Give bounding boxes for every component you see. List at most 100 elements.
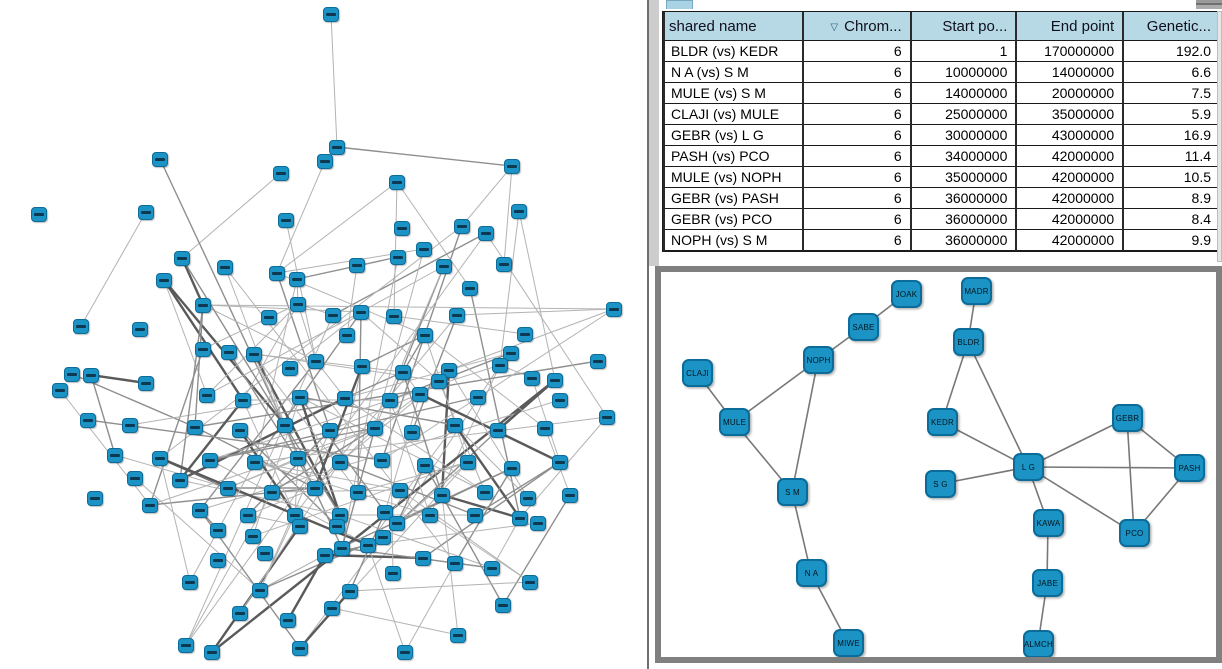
network-node[interactable]: [83, 368, 99, 383]
network-node[interactable]: [436, 259, 452, 274]
network-node[interactable]: [264, 485, 280, 500]
network-node[interactable]: [178, 638, 194, 653]
network-node[interactable]: [252, 583, 268, 598]
network-node[interactable]: [450, 628, 466, 643]
network-node[interactable]: [142, 498, 158, 513]
network-node[interactable]: [389, 516, 405, 531]
table-row[interactable]: NOPH (vs) S M 6 36000000 42000000 9.9: [665, 230, 1219, 251]
network-node[interactable]: [504, 159, 520, 174]
table-cell[interactable]: 5.9: [1124, 104, 1219, 125]
table-row[interactable]: MULE (vs) NOPH 6 35000000 42000000 10.5: [665, 167, 1219, 188]
table-cell[interactable]: 14000000: [1017, 62, 1123, 83]
network-node[interactable]: [182, 575, 198, 590]
network-node-l-g[interactable]: L G: [1013, 453, 1044, 481]
table-cell[interactable]: 35000000: [911, 167, 1016, 188]
network-node-gebr[interactable]: GEBR: [1112, 404, 1143, 432]
network-node[interactable]: [590, 354, 606, 369]
table-cell[interactable]: 11.4: [1124, 146, 1219, 167]
table-cell[interactable]: 42000000: [1017, 167, 1123, 188]
table-cell[interactable]: 42000000: [1017, 188, 1123, 209]
network-node[interactable]: [278, 213, 294, 228]
network-node[interactable]: [122, 418, 138, 433]
network-node[interactable]: [353, 305, 369, 320]
network-node[interactable]: [325, 308, 341, 323]
network-node[interactable]: [417, 328, 433, 343]
table-cell[interactable]: 9.9: [1124, 230, 1219, 251]
table-cell[interactable]: N A (vs) S M: [665, 62, 802, 83]
network-node[interactable]: [323, 7, 339, 22]
network-node[interactable]: [138, 205, 154, 220]
network-node[interactable]: [522, 575, 538, 590]
network-node[interactable]: [240, 508, 256, 523]
network-node[interactable]: [520, 491, 536, 506]
network-node[interactable]: [107, 448, 123, 463]
table-cell[interactable]: 10.5: [1124, 167, 1219, 188]
table-cell[interactable]: 6: [803, 188, 910, 209]
network-node[interactable]: [382, 393, 398, 408]
table-cell[interactable]: 30000000: [911, 125, 1016, 146]
panel-divider[interactable]: [647, 0, 649, 669]
table-cell[interactable]: 6: [803, 230, 910, 251]
network-node[interactable]: [342, 584, 358, 599]
network-node-pash[interactable]: PASH: [1174, 454, 1205, 482]
network-node[interactable]: [174, 251, 190, 266]
network-node[interactable]: [280, 613, 296, 628]
network-node[interactable]: [289, 272, 305, 287]
table-row[interactable]: PASH (vs) PCO 6 34000000 42000000 11.4: [665, 146, 1219, 167]
network-node[interactable]: [152, 152, 168, 167]
network-node[interactable]: [422, 508, 438, 523]
network-node-sabe[interactable]: SABE: [848, 313, 879, 341]
network-node[interactable]: [329, 519, 345, 534]
network-node-bldr[interactable]: BLDR: [953, 328, 984, 356]
network-node[interactable]: [454, 219, 470, 234]
network-node[interactable]: [324, 601, 340, 616]
network-node[interactable]: [245, 529, 261, 544]
table-cell[interactable]: 42000000: [1017, 230, 1123, 251]
table-cell[interactable]: 6: [803, 41, 910, 62]
network-node-noph[interactable]: NOPH: [803, 346, 834, 374]
network-node[interactable]: [204, 645, 220, 660]
network-node[interactable]: [269, 266, 285, 281]
network-node[interactable]: [127, 471, 143, 486]
network-node[interactable]: [495, 598, 511, 613]
table-row[interactable]: GEBR (vs) PASH 6 36000000 42000000 8.9: [665, 188, 1219, 209]
network-node-kawa[interactable]: KAWA: [1033, 509, 1064, 537]
network-node[interactable]: [332, 455, 348, 470]
table-cell[interactable]: PASH (vs) PCO: [665, 146, 802, 167]
table-cell[interactable]: 6: [803, 209, 910, 230]
network-node[interactable]: [417, 458, 433, 473]
column-header-genetic[interactable]: Genetic...: [1124, 12, 1219, 41]
network-node[interactable]: [394, 221, 410, 236]
network-node[interactable]: [87, 491, 103, 506]
network-node[interactable]: [73, 319, 89, 334]
network-node[interactable]: [292, 641, 308, 656]
network-node[interactable]: [292, 519, 308, 534]
network-node[interactable]: [292, 390, 308, 405]
network-node[interactable]: [606, 302, 622, 317]
table-cell[interactable]: 192.0: [1124, 41, 1219, 62]
table-cell[interactable]: 1: [911, 41, 1016, 62]
network-node[interactable]: [477, 485, 493, 500]
network-node[interactable]: [350, 485, 366, 500]
network-node[interactable]: [202, 453, 218, 468]
table-cell[interactable]: 170000000: [1017, 41, 1123, 62]
network-node[interactable]: [504, 461, 520, 476]
network-node[interactable]: [187, 420, 203, 435]
network-node[interactable]: [282, 361, 298, 376]
network-node[interactable]: [195, 342, 211, 357]
network-node[interactable]: [138, 376, 154, 391]
table-cell[interactable]: 8.9: [1124, 188, 1219, 209]
table-cell[interactable]: 36000000: [911, 209, 1016, 230]
network-node[interactable]: [415, 551, 431, 566]
table-row[interactable]: BLDR (vs) KEDR 6 1 170000000 192.0: [665, 41, 1219, 62]
network-node[interactable]: [349, 258, 365, 273]
network-node[interactable]: [354, 359, 370, 374]
network-node[interactable]: [317, 548, 333, 563]
network-node[interactable]: [156, 273, 172, 288]
network-node[interactable]: [52, 383, 68, 398]
table-cell[interactable]: 42000000: [1017, 209, 1123, 230]
network-node[interactable]: [431, 374, 447, 389]
network-node[interactable]: [172, 473, 188, 488]
network-node[interactable]: [337, 391, 353, 406]
column-header-end-point[interactable]: End point: [1017, 12, 1123, 41]
